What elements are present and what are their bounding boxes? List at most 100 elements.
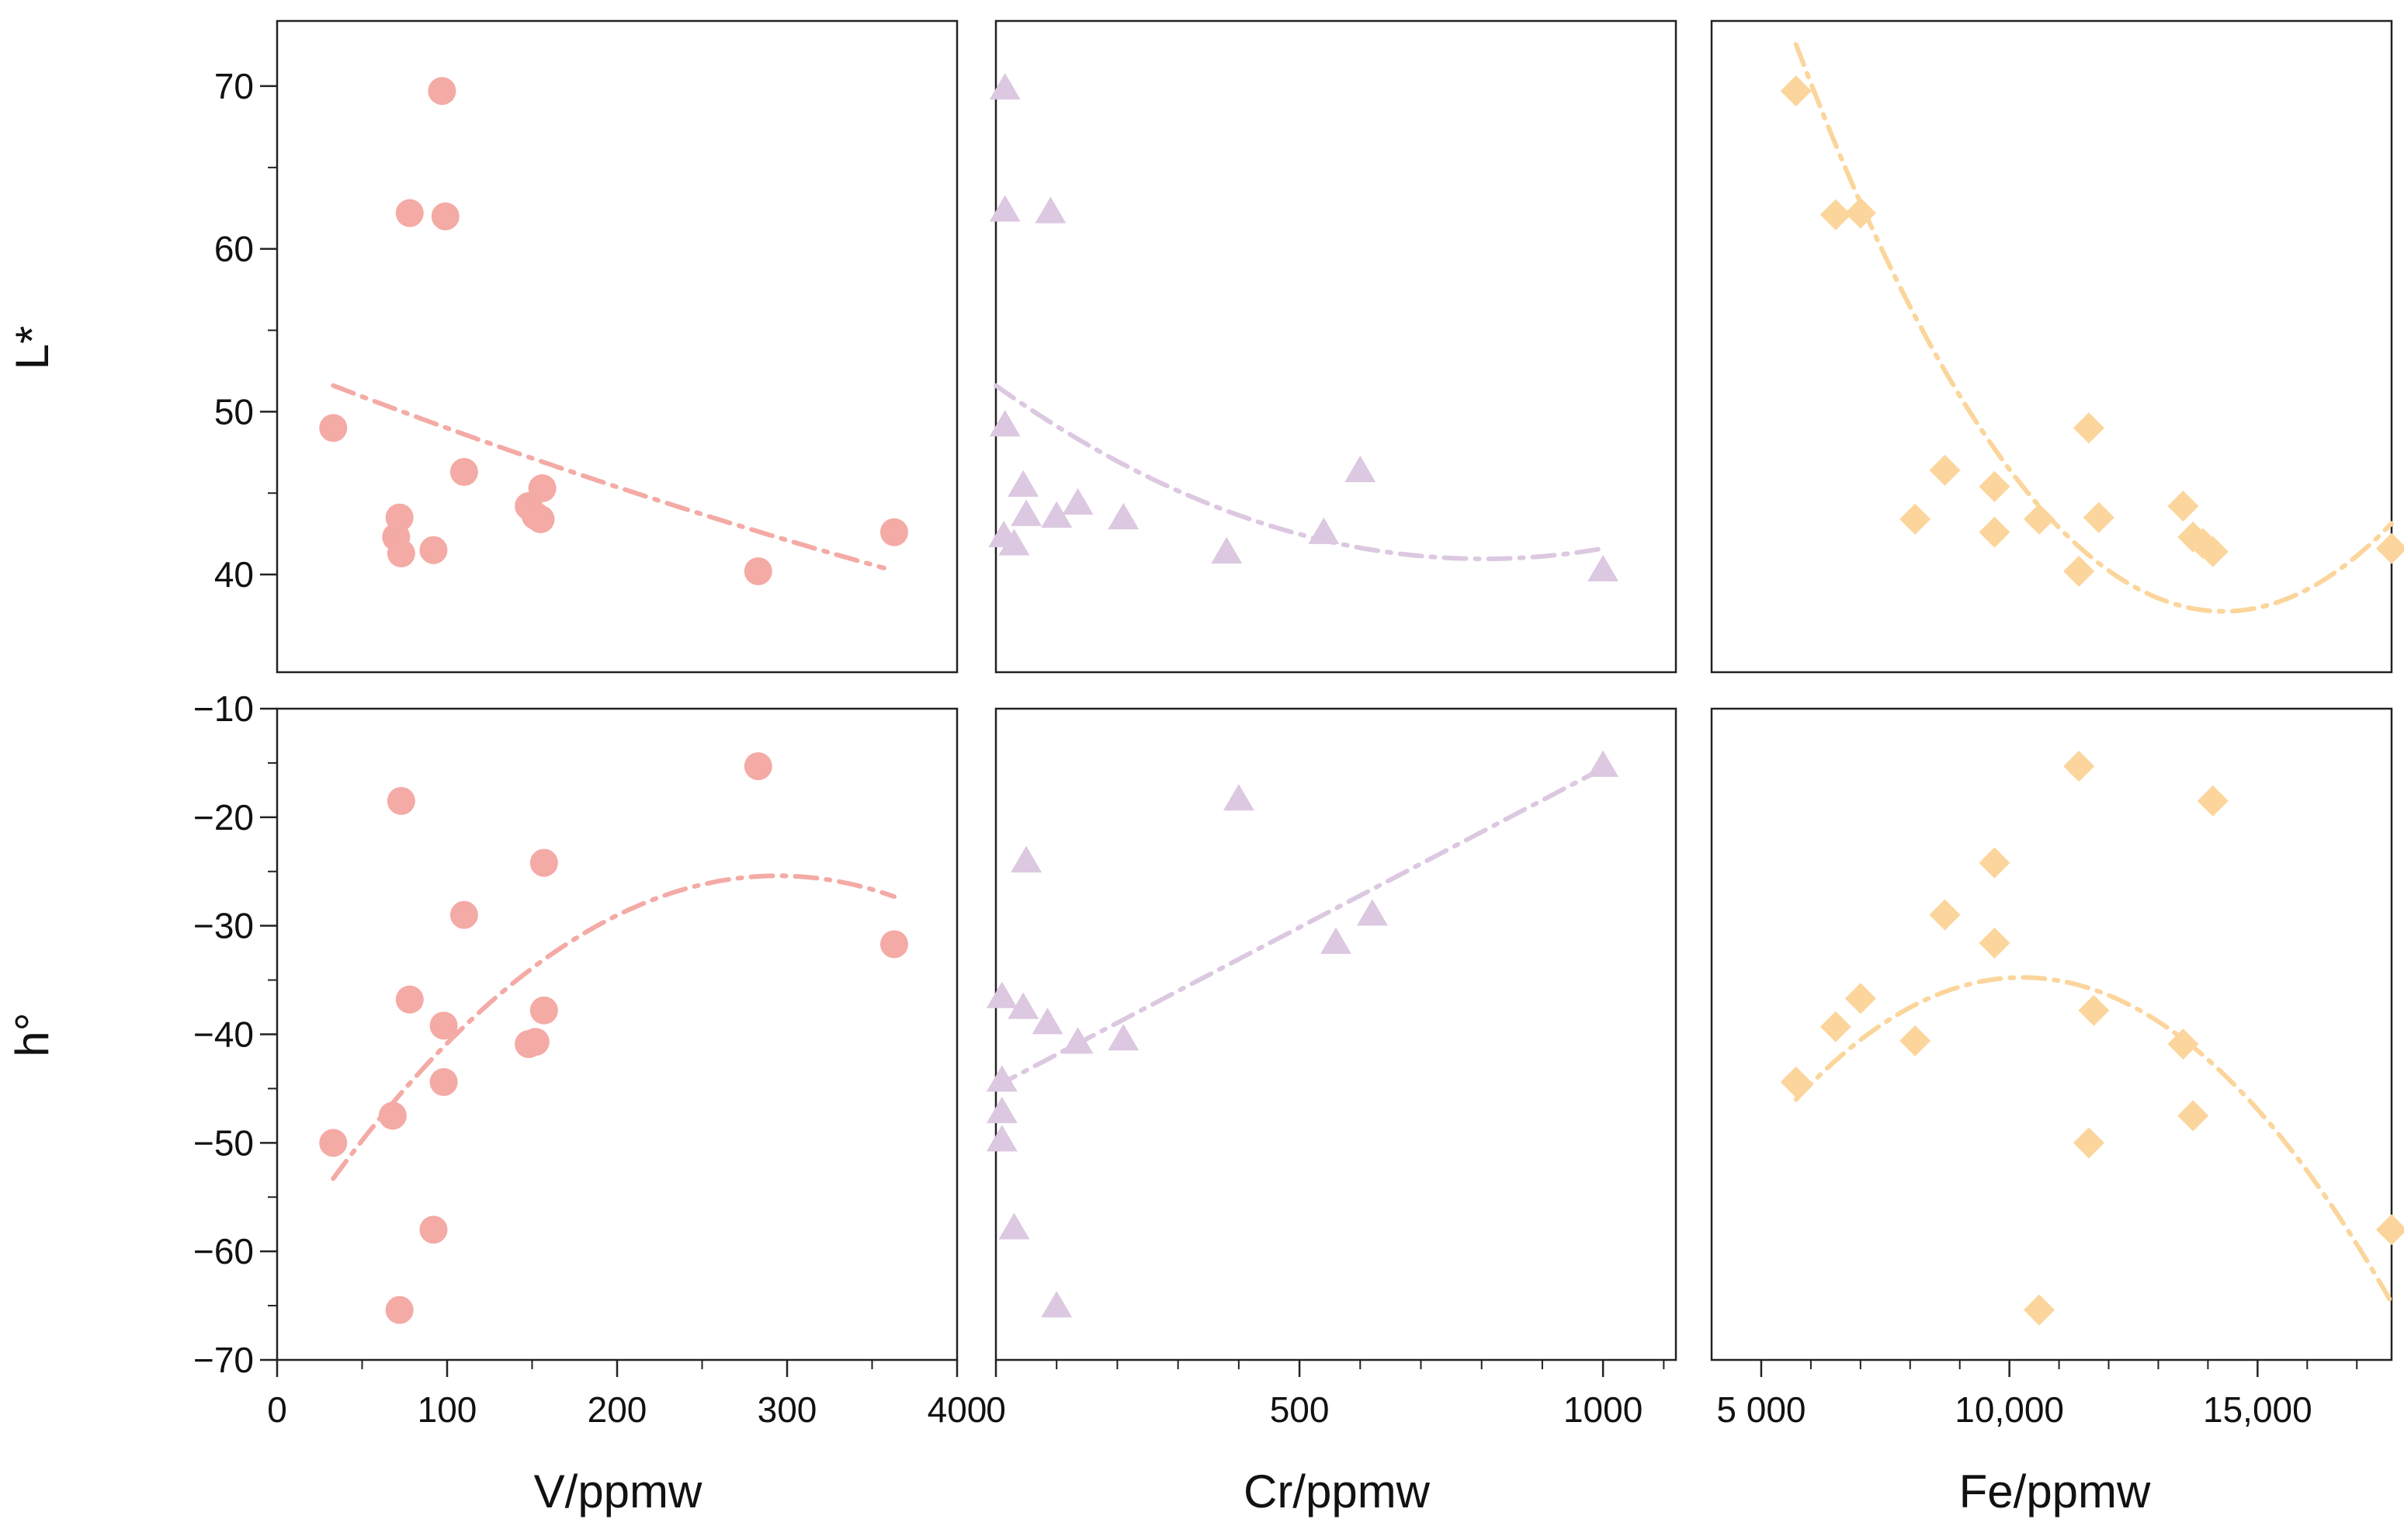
data-point <box>744 752 772 781</box>
data-point <box>1979 847 2010 879</box>
data-point <box>986 981 1018 1008</box>
data-point <box>428 77 456 106</box>
data-point <box>449 458 478 487</box>
x-tick-label: 200 <box>588 1389 647 1430</box>
x-tick-label: 400 <box>928 1389 987 1430</box>
panel-frame <box>276 707 959 1361</box>
data-point <box>529 848 558 877</box>
data-point <box>1011 499 1042 526</box>
data-point <box>986 1065 1018 1092</box>
x-tick-label: 10,000 <box>1955 1389 2064 1430</box>
data-point <box>989 72 1021 100</box>
panel-0: 40 50 60 70 <box>214 19 959 674</box>
trend-line <box>1793 42 2394 614</box>
col-label-v: V/ppmw <box>534 1465 702 1517</box>
data-point <box>2083 501 2114 533</box>
y-tick-label: 70 <box>214 66 254 106</box>
data-point <box>1344 455 1376 483</box>
data-point <box>1108 502 1140 529</box>
data-point <box>2177 1100 2209 1132</box>
data-point <box>1011 845 1042 872</box>
data-point <box>419 536 448 564</box>
trend-line <box>331 873 897 1181</box>
data-point <box>378 1101 407 1130</box>
y-tick-label: −30 <box>193 906 254 946</box>
data-point <box>1356 899 1388 926</box>
data-point <box>2078 994 2110 1026</box>
data-point <box>319 414 348 442</box>
data-point <box>1008 992 1039 1019</box>
data-point <box>1899 503 1931 535</box>
trend-line <box>994 765 1606 1089</box>
data-point <box>1844 983 1876 1015</box>
data-point <box>1780 75 1812 107</box>
data-point <box>429 1011 458 1040</box>
data-point <box>1929 899 1961 931</box>
data-point <box>1929 454 1961 486</box>
data-point <box>2063 555 2095 587</box>
panel-2 <box>1710 19 2404 674</box>
data-point <box>989 410 1021 437</box>
data-point <box>1899 1025 1931 1056</box>
data-point <box>1108 1024 1140 1051</box>
data-point <box>2167 491 2199 522</box>
trend-line <box>1793 975 2394 1306</box>
data-point <box>387 786 415 815</box>
data-point <box>2197 785 2229 817</box>
x-tick-label: 0 <box>986 1389 1006 1430</box>
data-point <box>1979 516 2010 548</box>
data-point <box>1041 501 1073 528</box>
y-tick-label: −20 <box>193 797 254 838</box>
y-tick-label: −40 <box>193 1015 254 1055</box>
data-point <box>1819 1011 1851 1042</box>
y-tick-label: 60 <box>214 229 254 269</box>
data-point <box>1320 927 1351 954</box>
data-point <box>2376 532 2404 564</box>
data-point <box>2073 412 2104 444</box>
panel-frame <box>1710 707 2393 1361</box>
data-point <box>989 195 1021 222</box>
data-point <box>1587 750 1619 777</box>
x-tick-label: 500 <box>1270 1389 1330 1430</box>
data-point <box>395 985 424 1014</box>
col-label-cr: Cr/ppmw <box>1244 1465 1431 1517</box>
x-tick-label: 15,000 <box>2203 1389 2312 1430</box>
data-point <box>387 539 415 567</box>
panel-frame <box>276 19 959 674</box>
data-point <box>2197 536 2229 567</box>
data-point <box>319 1129 348 1157</box>
data-point <box>744 557 772 585</box>
data-point <box>2063 751 2095 782</box>
x-tick-label: 100 <box>418 1389 477 1430</box>
panel-frame <box>1710 19 2393 674</box>
y-tick-label: 40 <box>214 554 254 595</box>
data-point <box>385 503 414 532</box>
data-point <box>998 1212 1030 1240</box>
x-tick-label: 5 000 <box>1716 1389 1806 1430</box>
y-tick-label: −60 <box>193 1231 254 1271</box>
y-tick-label: 50 <box>214 391 254 432</box>
data-point <box>526 505 555 533</box>
data-point <box>2167 1028 2199 1060</box>
col-label-fe: Fe/ppmw <box>1959 1465 2151 1517</box>
trend-line <box>994 383 1606 561</box>
x-tick-label: 300 <box>758 1389 817 1430</box>
data-point <box>879 930 908 959</box>
data-point <box>528 473 557 502</box>
data-point <box>1041 1291 1073 1318</box>
data-point <box>529 996 558 1025</box>
data-point <box>1979 928 2010 959</box>
data-point <box>429 1068 458 1097</box>
data-point <box>2024 1294 2055 1326</box>
row-label-bottom: h° <box>6 1012 58 1056</box>
data-point <box>1008 470 1039 497</box>
y-tick-label: −10 <box>193 688 254 729</box>
data-point <box>1062 487 1094 515</box>
panel-4: 0 500 1000 <box>986 707 1677 1430</box>
data-point <box>879 518 908 546</box>
data-point <box>1062 1027 1094 1054</box>
data-point <box>521 1028 550 1056</box>
data-point <box>385 1295 414 1324</box>
data-point <box>2073 1127 2104 1159</box>
